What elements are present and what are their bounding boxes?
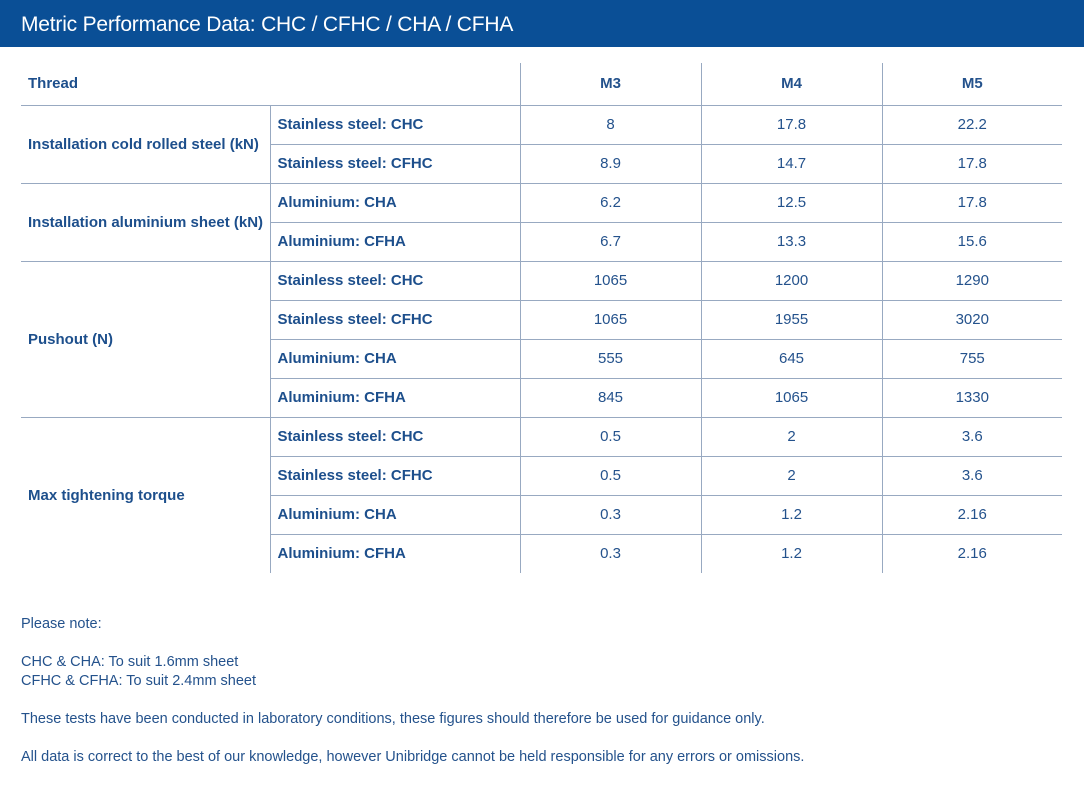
material-cell: Aluminium: CHA <box>269 495 521 535</box>
value-cell: 2.16 <box>881 534 1063 573</box>
value-cell: 1290 <box>881 261 1063 301</box>
value-cell: 0.3 <box>519 534 702 573</box>
value-cell: 1.2 <box>700 534 883 573</box>
material-cell: Stainless steel: CHC <box>269 105 521 145</box>
value-cell: 13.3 <box>700 222 883 262</box>
value-cell: 3.6 <box>881 456 1063 496</box>
material-cell: Aluminium: CFHA <box>269 222 521 262</box>
material-cell: Aluminium: CHA <box>269 183 521 223</box>
title-bar: Metric Performance Data: CHC / CFHC / CH… <box>0 0 1084 47</box>
material-cell: Stainless steel: CHC <box>269 261 521 301</box>
value-cell: 6.7 <box>519 222 702 262</box>
column-header-m4: M4 <box>700 63 883 106</box>
value-cell: 645 <box>700 339 883 379</box>
value-cell: 8.9 <box>519 144 702 184</box>
value-cell: 1200 <box>700 261 883 301</box>
value-cell: 0.5 <box>519 456 702 496</box>
table-row: Aluminium: CFHA 6.7 13.3 15.6 <box>21 222 1063 262</box>
table-row: Pushout (N) Stainless steel: CHC 1065 12… <box>21 261 1063 418</box>
value-cell: 15.6 <box>881 222 1063 262</box>
value-cell: 1.2 <box>700 495 883 535</box>
value-cell: 555 <box>519 339 702 379</box>
notes-heading: Please note: <box>21 616 102 632</box>
material-cell: Aluminium: CFHA <box>269 378 521 418</box>
material-cell: Aluminium: CFHA <box>269 534 521 573</box>
note-line: These tests have been conducted in labor… <box>21 711 765 727</box>
value-cell: 1955 <box>700 300 883 340</box>
table-row: Stainless steel: CFHC 1065 1955 3020 <box>21 300 1063 340</box>
performance-table: Thread M3 M4 M5 Installation cold rolled… <box>21 63 1063 573</box>
value-cell: 6.2 <box>519 183 702 223</box>
table-row: Installation aluminium sheet (kN) Alumin… <box>21 183 1063 262</box>
value-cell: 2 <box>700 456 883 496</box>
value-cell: 17.8 <box>881 144 1063 184</box>
value-cell: 12.5 <box>700 183 883 223</box>
column-header-m3: M3 <box>519 63 702 106</box>
note-line: CHC & CHA: To suit 1.6mm sheet <box>21 654 239 670</box>
table-row: Stainless steel: CFHC 8.9 14.7 17.8 <box>21 144 1063 184</box>
note-line: CFHC & CFHA: To suit 2.4mm sheet <box>21 673 257 689</box>
group-label: Installation cold rolled steel (kN) <box>21 105 270 184</box>
value-cell: 22.2 <box>881 105 1063 145</box>
value-cell: 755 <box>881 339 1063 379</box>
value-cell: 0.3 <box>519 495 702 535</box>
table-row: Installation cold rolled steel (kN) Stai… <box>21 105 1063 184</box>
value-cell: 2.16 <box>881 495 1063 535</box>
value-cell: 1065 <box>519 261 702 301</box>
value-cell: 2 <box>700 417 883 457</box>
thread-header: Thread <box>21 63 521 106</box>
value-cell: 1065 <box>700 378 883 418</box>
value-cell: 3020 <box>881 300 1063 340</box>
table-row: Aluminium: CHA 555 645 755 <box>21 339 1063 379</box>
table-row: Max tightening torque Stainless steel: C… <box>21 417 1063 504</box>
value-cell: 17.8 <box>881 183 1063 223</box>
column-header-m5: M5 <box>881 63 1063 106</box>
table-row: Aluminium: CFHA 0.3 1.2 2.16 <box>21 534 1063 573</box>
value-cell: 8 <box>519 105 702 145</box>
group-label: Pushout (N) <box>21 261 270 418</box>
note-line: All data is correct to the best of our k… <box>21 749 805 765</box>
value-cell: 14.7 <box>700 144 883 184</box>
material-cell: Stainless steel: CHC <box>269 417 521 457</box>
value-cell: 1330 <box>881 378 1063 418</box>
material-cell: Stainless steel: CFHC <box>269 144 521 184</box>
page-title: Metric Performance Data: CHC / CFHC / CH… <box>21 13 514 36</box>
material-cell: Stainless steel: CFHC <box>269 300 521 340</box>
material-cell: Aluminium: CHA <box>269 339 521 379</box>
value-cell: 0.5 <box>519 417 702 457</box>
table-row: Aluminium: CFHA 845 1065 1330 <box>21 378 1063 418</box>
group-label: Installation aluminium sheet (kN) <box>21 183 270 262</box>
table-row: Aluminium: CHA 0.3 1.2 2.16 <box>21 495 1063 535</box>
table-header-row: Thread M3 M4 M5 <box>21 63 1063 106</box>
material-cell: Stainless steel: CFHC <box>269 456 521 496</box>
value-cell: 1065 <box>519 300 702 340</box>
value-cell: 3.6 <box>881 417 1063 457</box>
group-label: Max tightening torque <box>28 486 185 504</box>
value-cell: 845 <box>519 378 702 418</box>
table-row: Stainless steel: CFHC 0.5 2 3.6 <box>21 456 1063 496</box>
value-cell: 17.8 <box>700 105 883 145</box>
